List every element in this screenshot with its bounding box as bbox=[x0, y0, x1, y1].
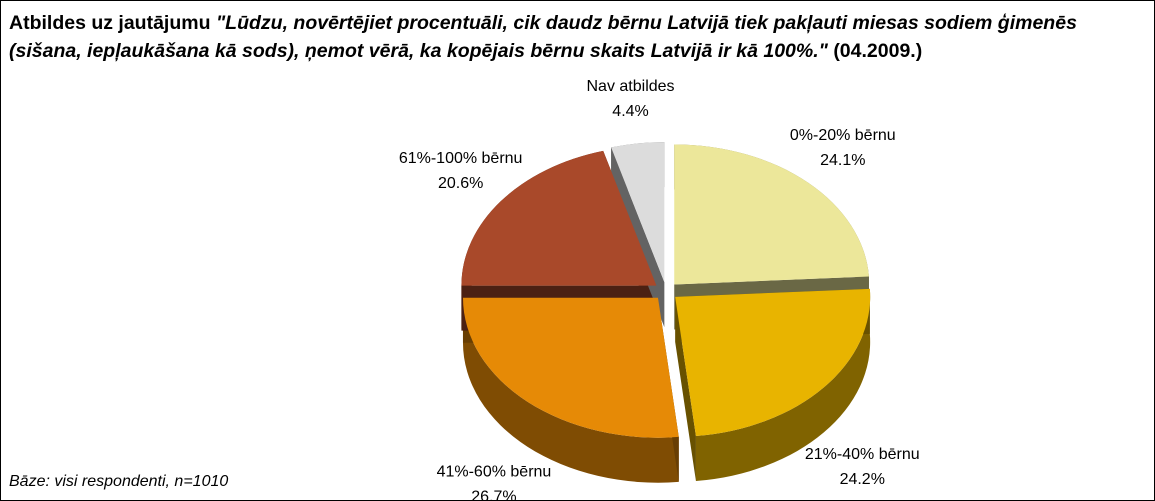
slice-value: 24.1% bbox=[820, 152, 865, 169]
title-question: "Lūdzu, novērtējiet procentuāli, cik dau… bbox=[9, 12, 1077, 62]
slice-label: Nav atbildes bbox=[587, 78, 675, 95]
slice-edge bbox=[674, 144, 869, 330]
slice bbox=[674, 144, 869, 285]
slice-value: 26.7% bbox=[471, 489, 516, 500]
slice-side bbox=[462, 297, 679, 483]
slice-label: 61%-100% bērnu bbox=[399, 150, 523, 167]
title-date: (04.2009.) bbox=[833, 40, 923, 62]
slice-label: 41%-60% bērnu bbox=[437, 464, 552, 481]
slice-value: 4.4% bbox=[612, 103, 648, 120]
slice bbox=[611, 142, 665, 283]
footnote: Bāze: visi respondenti, n=1010 bbox=[9, 473, 229, 490]
slice-value: 20.6% bbox=[438, 175, 483, 192]
slice bbox=[461, 150, 657, 286]
slice-value: 24.2% bbox=[840, 471, 885, 488]
chart-title: Atbildes uz jautājumu "Lūdzu, novērtējie… bbox=[9, 9, 1109, 65]
slice bbox=[462, 297, 679, 438]
slice bbox=[675, 288, 871, 437]
slice-label: 0%-20% bērnu bbox=[790, 127, 896, 144]
slice-label: 21%-40% bērnu bbox=[805, 446, 920, 463]
title-part: Atbildes uz jautājumu bbox=[9, 12, 211, 34]
slice-side bbox=[695, 288, 871, 482]
